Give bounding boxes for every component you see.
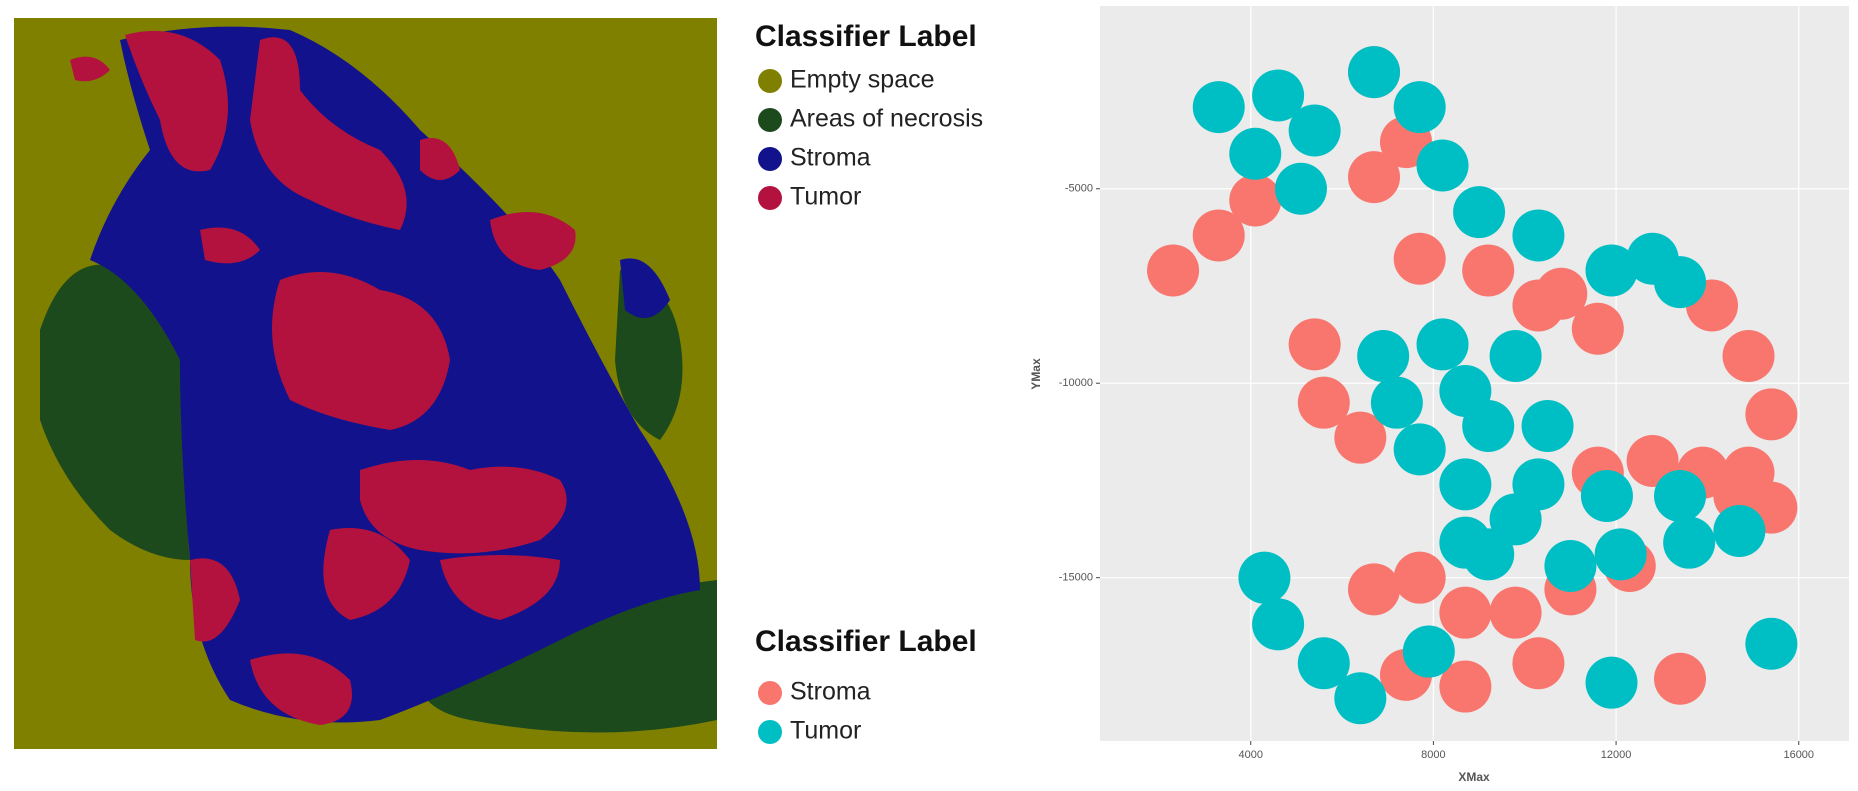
point <box>1288 104 1341 157</box>
point <box>1439 660 1492 713</box>
stroma-region <box>620 258 670 318</box>
point <box>1571 302 1624 355</box>
y-tick-label: -5000 <box>1065 183 1093 195</box>
legend-key <box>758 147 782 171</box>
point <box>1594 528 1647 581</box>
point <box>1416 139 1469 192</box>
point <box>1370 376 1423 429</box>
point <box>1393 423 1446 476</box>
point <box>1580 470 1633 522</box>
point <box>1348 151 1401 204</box>
tumor-regions <box>70 30 576 725</box>
point <box>1393 81 1446 134</box>
necrosis-region <box>420 580 717 733</box>
point <box>1402 625 1455 678</box>
point <box>1489 330 1542 382</box>
necrosis-region <box>40 260 193 560</box>
legend-label: Tumor <box>790 183 861 211</box>
legend-label: Stroma <box>790 144 871 172</box>
point <box>1393 551 1446 604</box>
point <box>1489 586 1542 639</box>
legend-key <box>758 720 782 744</box>
point <box>1238 551 1291 604</box>
point <box>1745 617 1798 670</box>
point <box>1334 672 1387 725</box>
point <box>1229 174 1282 227</box>
point <box>1297 637 1350 690</box>
point <box>1297 376 1350 429</box>
x-tick-label: 4000 <box>1238 749 1262 761</box>
point <box>1654 652 1707 705</box>
legend-label: Empty space <box>790 66 935 94</box>
point <box>1252 69 1305 122</box>
ticks: 4000 8000 12000 16000 -5000 -10000 -15000 <box>1059 183 1814 761</box>
point <box>1462 244 1515 297</box>
point <box>1416 318 1469 371</box>
point <box>1252 598 1305 651</box>
scatter-legend: Classifier Label Stroma Tumor <box>755 625 977 745</box>
point <box>1453 186 1506 239</box>
point <box>1357 330 1410 382</box>
legend-key <box>758 108 782 132</box>
point <box>1439 458 1492 511</box>
point <box>1512 637 1565 690</box>
point <box>1521 400 1574 452</box>
point <box>1512 209 1565 262</box>
legend-title: Classifier Label <box>755 20 977 53</box>
points <box>1147 46 1798 725</box>
image-legend: Classifier Label Empty space Areas of nec… <box>755 20 983 211</box>
point <box>1585 656 1638 709</box>
x-tick-label: 16000 <box>1783 749 1814 761</box>
point <box>1462 400 1515 452</box>
classified-image <box>14 18 717 749</box>
point <box>1654 256 1707 309</box>
legend-key <box>758 186 782 210</box>
legend-title: Classifier Label <box>755 625 977 658</box>
legend-label: Areas of necrosis <box>790 105 983 133</box>
point <box>1348 46 1401 99</box>
point <box>1626 435 1679 487</box>
point <box>1745 388 1798 441</box>
point <box>1462 528 1515 581</box>
point <box>1393 232 1446 285</box>
legend-label: Stroma <box>790 678 871 706</box>
point <box>1722 330 1775 382</box>
point <box>1274 162 1327 215</box>
y-axis-title: YMax <box>1029 358 1043 390</box>
point <box>1663 516 1716 569</box>
x-tick-label: 8000 <box>1421 749 1445 761</box>
point <box>1348 563 1401 616</box>
point <box>1544 540 1597 592</box>
point <box>1713 505 1766 557</box>
point <box>1489 493 1542 546</box>
point <box>1654 470 1707 522</box>
y-tick-label: -10000 <box>1059 377 1093 389</box>
point <box>1334 411 1387 464</box>
point <box>1439 586 1492 639</box>
legend-key <box>758 681 782 705</box>
point <box>1288 318 1341 371</box>
point <box>1192 81 1245 134</box>
legend-label: Tumor <box>790 717 861 745</box>
point <box>1229 127 1282 180</box>
point <box>1512 279 1565 332</box>
point <box>1192 209 1245 262</box>
point <box>1147 244 1200 297</box>
x-tick-label: 12000 <box>1601 749 1632 761</box>
point <box>1585 244 1638 297</box>
legend-key <box>758 69 782 93</box>
x-axis-title: XMax <box>1458 770 1490 784</box>
y-tick-label: -15000 <box>1059 572 1093 584</box>
